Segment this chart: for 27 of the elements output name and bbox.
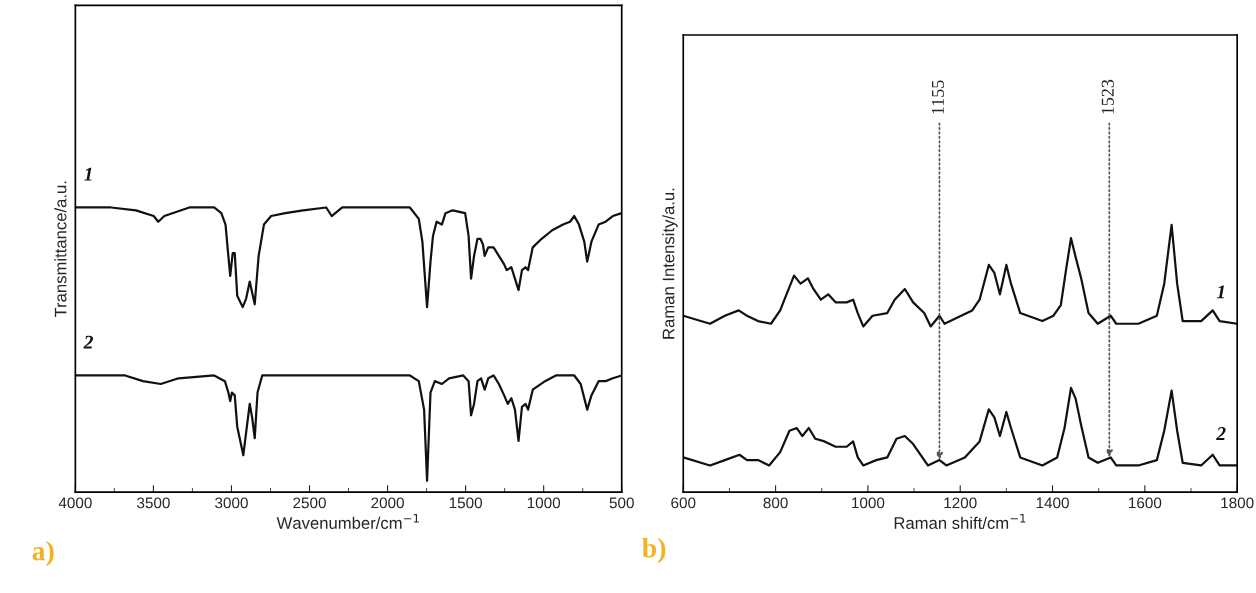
text: a) bbox=[32, 540, 54, 567]
series-label: 2 bbox=[83, 335, 93, 349]
x-tick-label: 600 bbox=[671, 497, 696, 509]
x-tick-label: 3500 bbox=[137, 497, 170, 509]
annotation: 1523 bbox=[1101, 79, 1114, 114]
x-axis-title: Raman shift/cm$^{−1}$ bbox=[894, 513, 1026, 529]
series-label: 1 bbox=[1216, 285, 1225, 299]
x-tick-label: 3000 bbox=[215, 497, 248, 509]
series-label: 1 bbox=[84, 167, 92, 181]
text: b) bbox=[642, 537, 666, 564]
x-tick-label: 1500 bbox=[449, 497, 483, 509]
x-tick-label: 500 bbox=[609, 497, 634, 509]
x-tick-label: 1000 bbox=[527, 497, 561, 509]
x-tick-label: 4000 bbox=[58, 497, 92, 509]
x-tick-label: 2500 bbox=[293, 497, 326, 509]
annotation: 1155 bbox=[931, 80, 944, 114]
y-axis-title: Raman Intensity/a.u. bbox=[662, 188, 678, 339]
x-tick-label: 2000 bbox=[371, 497, 404, 509]
y-axis-title: Transmittance/a.u. bbox=[54, 181, 67, 318]
x-axis-title: Wavenumber/cm$^{−1}$ bbox=[276, 513, 419, 529]
x-tick-label: 1600 bbox=[1129, 497, 1162, 509]
x-tick-label: 1000 bbox=[852, 497, 885, 509]
x-tick-label: 1200 bbox=[944, 497, 977, 509]
x-tick-label: 800 bbox=[763, 497, 788, 509]
x-tick-label: 1400 bbox=[1036, 497, 1069, 509]
x-tick-label: 1800 bbox=[1221, 497, 1254, 509]
series-label: 2 bbox=[1216, 427, 1226, 440]
